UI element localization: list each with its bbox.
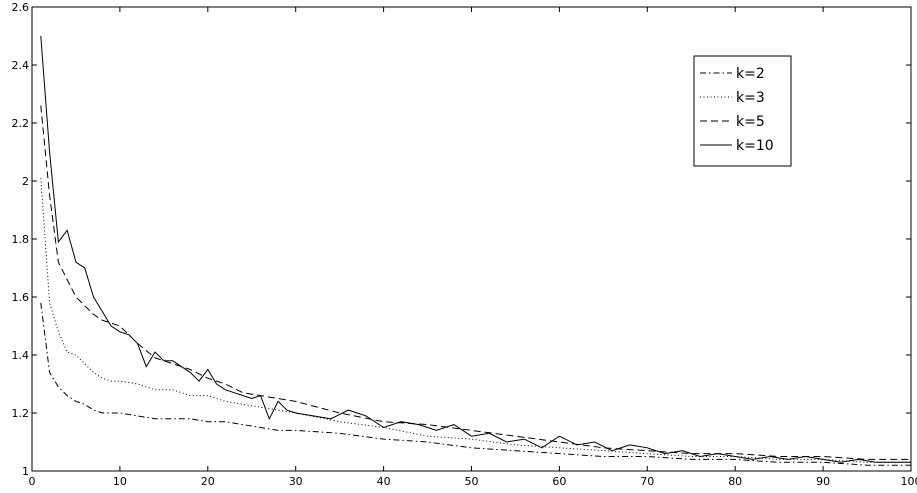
x-tick-label: 100 (901, 475, 917, 488)
y-tick-label: 1 (22, 465, 29, 478)
x-tick-label: 50 (465, 475, 479, 488)
x-tick-label: 0 (29, 475, 36, 488)
series-line-k10 (40, 35, 911, 463)
x-tick-label: 10 (113, 475, 127, 488)
series-line-k2 (40, 302, 911, 466)
x-tick-label: 60 (552, 475, 566, 488)
plot-frame (31, 6, 912, 472)
series-line-k5 (40, 105, 911, 460)
legend-box (693, 55, 792, 167)
x-tick-label: 70 (640, 475, 654, 488)
y-tick-label: 1.6 (12, 291, 30, 304)
y-tick-label: 2 (22, 175, 29, 188)
x-tick-label: 40 (377, 475, 391, 488)
y-tick-label: 1.8 (12, 233, 30, 246)
axis-tick-labels: 0 10 20 30 40 50 60 70 80 90 100 1 1.2 1.4 1.6 1.8 2 2.2 2… (12, 1, 917, 488)
x-tick-label: 90 (816, 475, 830, 488)
x-tick-label: 20 (201, 475, 215, 488)
legend-label: k=3 (736, 90, 765, 106)
x-tick-label: 30 (289, 475, 303, 488)
legend: k=2 k=3 k=5 k=10 (693, 55, 792, 167)
y-tick-label: 1.2 (12, 407, 30, 420)
y-tick-label: 2.4 (12, 59, 30, 72)
legend-label: k=2 (736, 66, 765, 82)
legend-label: k=10 (736, 138, 774, 154)
series-group (40, 35, 911, 466)
y-tick-label: 1.4 (12, 349, 30, 362)
x-tick-label: 80 (728, 475, 742, 488)
series-line-k3 (40, 178, 911, 463)
y-tick-label: 2.6 (12, 1, 30, 14)
legend-label: k=5 (736, 114, 765, 130)
y-tick-label: 2.2 (12, 117, 30, 130)
